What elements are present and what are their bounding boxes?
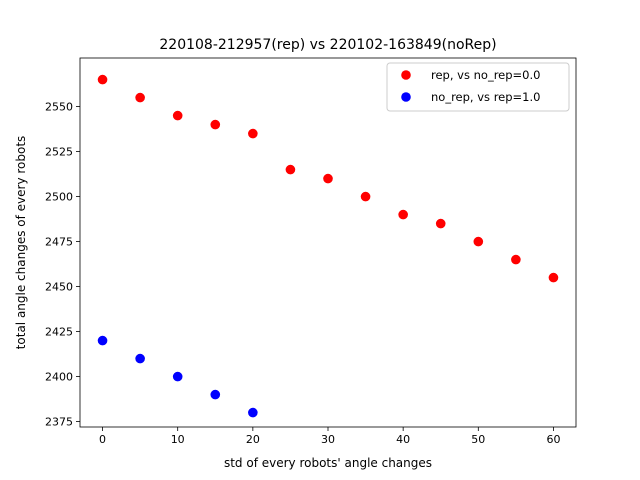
x-tick-label: 10 (171, 433, 185, 446)
legend-label: rep, vs no_rep=0.0 (431, 68, 540, 82)
data-point-series-1 (97, 74, 108, 85)
data-point-series-2 (135, 353, 145, 364)
y-tick-label: 2450 (45, 281, 73, 294)
data-point-series-1 (548, 272, 559, 283)
data-point-series-1 (172, 110, 183, 121)
data-point-series-1 (135, 92, 145, 103)
data-point-series-2 (248, 407, 258, 418)
data-point-series-1 (398, 209, 408, 220)
y-tick-label: 2550 (45, 101, 73, 114)
data-point-series-1 (285, 164, 296, 175)
data-point-series-1 (511, 254, 521, 265)
y-tick-label: 2525 (45, 146, 73, 159)
plot-frame (79, 57, 577, 428)
chart-title: 220108-212957(rep) vs 220102-163849(noRe… (159, 37, 496, 53)
x-axis-label: std of every robots' angle changes (224, 456, 432, 470)
plot-background (80, 58, 576, 427)
y-tick-label: 2500 (45, 191, 73, 204)
legend-marker (401, 70, 411, 80)
data-point-series-2 (97, 335, 108, 346)
legend: rep, vs no_rep=0.0 no_rep, vs rep=1.0 (386, 62, 570, 112)
data-point-series-1 (473, 236, 484, 247)
data-point-series-1 (360, 191, 371, 202)
y-tick-label: 2375 (45, 416, 73, 429)
y-tick-label: 2475 (45, 236, 73, 249)
x-tick-label: 0 (99, 433, 106, 446)
legend-marker (401, 92, 411, 102)
x-tick-label: 20 (246, 433, 260, 446)
data-point-series-1 (323, 173, 333, 184)
y-axis-ticks: 2375 2400 2425 2450 2475 2500 2525 2550 (45, 101, 80, 429)
x-tick-label: 30 (321, 433, 335, 446)
x-axis-ticks: 0 10 20 30 40 50 60 (99, 427, 560, 446)
legend-box (386, 62, 570, 112)
x-tick-label: 60 (546, 433, 560, 446)
data-point-series-1 (435, 218, 446, 229)
data-point-series-1 (248, 128, 258, 139)
y-tick-label: 2425 (45, 326, 73, 339)
legend-label: no_rep, vs rep=1.0 (431, 90, 540, 104)
data-point-series-2 (210, 389, 221, 400)
plot-area: 0 10 20 30 40 50 60 2375 2400 2425 2450 2475 2500 25… (45, 57, 577, 446)
data-point-series-1 (210, 119, 221, 130)
x-tick-label: 50 (471, 433, 485, 446)
y-axis-label: total angle changes of every robots (14, 136, 28, 350)
data-points (97, 74, 559, 418)
data-point-series-2 (172, 371, 183, 382)
x-tick-label: 40 (396, 433, 410, 446)
y-tick-label: 2400 (45, 371, 73, 384)
